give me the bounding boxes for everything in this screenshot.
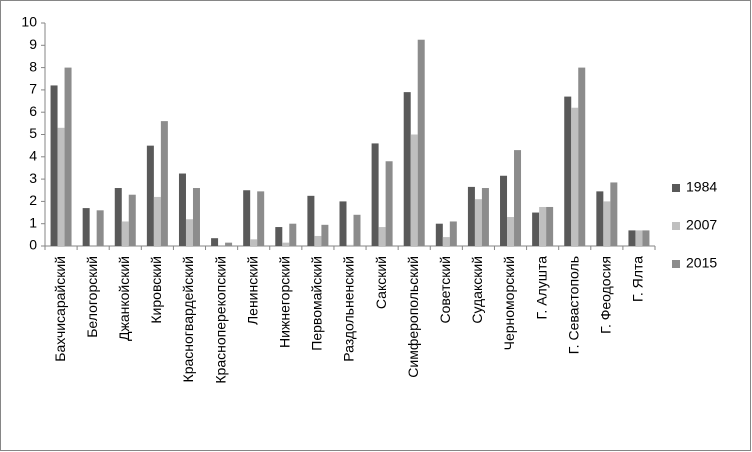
bar	[410, 134, 418, 246]
bar	[514, 150, 522, 246]
x-tick-label: Судакский	[469, 256, 485, 324]
bar	[64, 67, 72, 246]
bar	[610, 182, 618, 246]
y-tick-label: 3	[29, 170, 37, 186]
bar	[628, 230, 636, 246]
legend-swatch	[672, 260, 680, 268]
bar	[385, 161, 393, 246]
bar	[225, 242, 233, 246]
bar	[146, 145, 154, 246]
bar	[153, 196, 161, 246]
x-tick-label: Нижнегорский	[276, 256, 292, 348]
x-tick-label: Г. Севастополь	[565, 256, 581, 354]
bar	[178, 173, 186, 246]
x-tick-label: Черноморский	[501, 256, 517, 350]
bar	[114, 188, 122, 246]
bar	[642, 230, 650, 246]
x-tick-label: Советский	[437, 256, 453, 324]
legend-label: 2007	[686, 217, 717, 233]
bar	[275, 227, 283, 246]
bar	[635, 230, 643, 246]
x-tick-label: Бахчисарайский	[52, 256, 68, 362]
bar	[185, 219, 193, 246]
bar	[96, 210, 104, 246]
bar	[571, 107, 579, 247]
legend-label: 1984	[686, 179, 717, 195]
y-tick-label: 4	[29, 148, 37, 164]
bar	[289, 223, 297, 246]
y-tick-label: 7	[29, 81, 37, 97]
x-tick-label: Первомайский	[309, 256, 325, 351]
bar	[211, 238, 219, 246]
x-tick-label: Симферопольский	[405, 256, 421, 378]
x-tick-label: Сакский	[373, 256, 389, 309]
bar	[243, 190, 251, 246]
bar	[378, 227, 386, 246]
bar	[546, 206, 554, 246]
x-tick-label: Кировский	[148, 256, 164, 324]
bar	[321, 224, 329, 246]
bar	[507, 217, 515, 246]
legend-swatch	[672, 222, 680, 230]
bar	[282, 242, 290, 246]
y-tick-label: 1	[29, 214, 37, 230]
bar	[57, 127, 65, 246]
x-tick-label: Ленинский	[244, 256, 260, 325]
bar	[339, 201, 347, 246]
bar	[500, 175, 508, 246]
bar	[346, 244, 354, 246]
bar	[474, 199, 482, 246]
x-tick-label: Белогорский	[84, 256, 100, 338]
bar	[307, 195, 315, 246]
bar	[442, 237, 450, 246]
bar	[417, 39, 425, 246]
y-tick-label: 9	[29, 36, 37, 52]
bar	[121, 221, 129, 246]
bar	[192, 188, 200, 246]
bar	[371, 143, 379, 246]
bar	[539, 206, 547, 246]
bar	[564, 96, 572, 246]
bar	[596, 191, 604, 246]
bar	[467, 186, 475, 246]
bar	[257, 191, 265, 246]
y-tick-label: 0	[29, 237, 37, 253]
bar	[50, 85, 58, 246]
x-tick-label: Джанкойский	[116, 256, 132, 341]
bar	[128, 194, 136, 246]
bar	[578, 67, 586, 246]
x-tick-label: Г. Феодосия	[598, 256, 614, 334]
bar	[481, 188, 489, 246]
y-tick-label: 6	[29, 103, 37, 119]
y-tick-label: 8	[29, 58, 37, 74]
x-tick-label: Г. Ялта	[630, 256, 646, 302]
y-tick-label: 5	[29, 125, 37, 141]
bar	[532, 212, 540, 246]
x-tick-label: Красногвардейский	[180, 256, 196, 382]
bar	[82, 208, 90, 246]
bar	[353, 214, 361, 246]
y-tick-label: 2	[29, 192, 37, 208]
bar	[403, 92, 411, 246]
bar	[314, 235, 322, 246]
bar	[160, 121, 168, 246]
x-tick-label: Красноперекопский	[212, 256, 228, 384]
legend-label: 2015	[686, 255, 717, 271]
bar	[250, 239, 258, 246]
x-tick-label: Раздольненский	[341, 256, 357, 362]
y-tick-label: 10	[21, 14, 37, 30]
bar	[435, 223, 443, 246]
bar	[603, 201, 611, 246]
bar	[449, 221, 457, 246]
x-tick-label: Г. Алушта	[533, 256, 549, 320]
legend-swatch	[672, 184, 680, 192]
